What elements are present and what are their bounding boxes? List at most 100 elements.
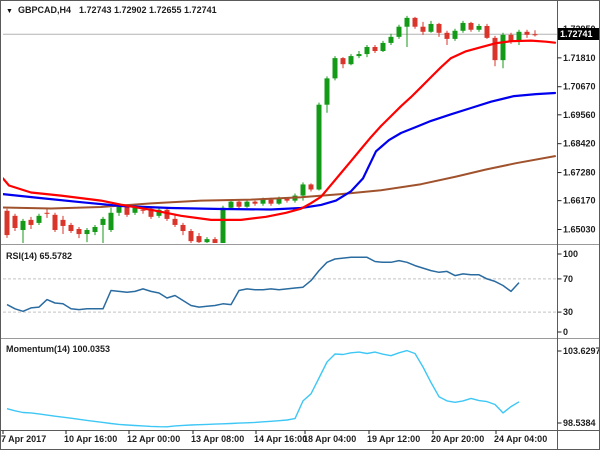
chart-title: ▼ GBPCAD,H4 1.72743 1.72902 1.72655 1.7274… — [6, 5, 217, 15]
candle-body — [500, 34, 506, 61]
candle-body — [124, 206, 130, 215]
candle-body — [388, 36, 394, 43]
momentum-axis-label: 103.6297 — [563, 346, 600, 356]
time-axis-label: 20 Apr 20:00 — [431, 434, 484, 444]
candle-body — [68, 224, 74, 232]
candle-body — [412, 17, 418, 27]
time-axis-label: 12 Apr 00:00 — [127, 434, 180, 444]
rsi-indicator-label: RSI(14) 65.5782 — [6, 251, 73, 261]
candle-body — [492, 37, 498, 61]
candle-body — [468, 22, 474, 30]
candle-body — [348, 56, 354, 65]
candle-body — [60, 219, 66, 226]
rsi-axis-label: 70 — [563, 274, 573, 284]
time-axis-label: 18 Apr 04:00 — [303, 434, 356, 444]
candle-body — [316, 104, 322, 190]
candle-body — [308, 184, 314, 190]
candle-body — [300, 184, 306, 196]
candle-body — [52, 214, 58, 231]
candle-body — [212, 239, 218, 243]
candle-body — [188, 231, 194, 242]
candle-body — [436, 23, 442, 33]
time-axis-label: 13 Apr 08:00 — [191, 434, 244, 444]
candle-body — [524, 31, 530, 35]
main-price-panel — [3, 15, 557, 243]
momentum-axis-label: 98.5384 — [563, 418, 596, 428]
candle-body — [132, 207, 138, 213]
candle-body — [260, 199, 266, 204]
candle-body — [92, 226, 98, 233]
candle-body — [428, 23, 434, 32]
time-axis-label: 19 Apr 12:00 — [367, 434, 420, 444]
candle-body — [36, 215, 42, 223]
candle-body — [244, 201, 250, 207]
candle-body — [172, 218, 178, 225]
candle-body — [164, 209, 170, 219]
momentum-indicator-label: Momentum(14) 100.0353 — [6, 344, 111, 354]
candle-body — [140, 209, 146, 211]
candle-body — [516, 31, 522, 42]
candle-body — [236, 201, 242, 207]
candle-body — [252, 201, 258, 204]
candle-body — [364, 46, 370, 55]
price-axis-label: 1.71810 — [563, 53, 596, 63]
candle-body — [204, 239, 210, 243]
candle-body — [404, 17, 410, 27]
candle-body — [84, 230, 90, 235]
candle-body — [108, 212, 114, 231]
candle-body — [380, 42, 386, 52]
symbol-timeframe: GBPCAD,H4 — [17, 5, 71, 15]
candle-body — [484, 25, 490, 38]
candle-body — [532, 34, 538, 36]
symbol-dropdown-icon[interactable]: ▼ — [6, 8, 13, 15]
price-axis-label: 1.68420 — [563, 139, 596, 149]
candle-body — [4, 210, 10, 236]
price-axis-label: 1.66170 — [563, 196, 596, 206]
candle-body — [180, 224, 186, 232]
candle-body — [476, 25, 482, 30]
price-axis-label: 1.70670 — [563, 82, 596, 92]
time-axis[interactable]: 7 Apr 2017 10 Apr 16:00 12 Apr 00:00 13 Apr… — [1, 430, 547, 445]
candle-body — [100, 218, 106, 225]
candle-body — [284, 198, 290, 201]
candle-body — [452, 30, 458, 39]
candles-layer — [4, 15, 538, 243]
candle-body — [372, 46, 378, 52]
candle-body — [332, 58, 338, 79]
rsi-axis-label: 100 — [563, 249, 578, 259]
candle-body — [508, 34, 514, 42]
time-axis-label: 14 Apr 16:00 — [254, 434, 307, 444]
candle-body — [340, 58, 346, 65]
current-price-badge: 1.72741 — [558, 28, 599, 40]
candle-body — [228, 201, 234, 208]
price-axis[interactable]: 1.729501.718101.706701.695601.684201.672… — [557, 24, 600, 428]
candle-body — [268, 199, 274, 204]
candle-body — [76, 228, 82, 235]
candle-body — [444, 32, 450, 39]
momentum-panel — [6, 349, 520, 428]
candle-body — [396, 26, 402, 37]
rsi-axis-label: 30 — [563, 307, 573, 317]
rsi-axis-label: 0 — [563, 327, 568, 337]
candle-body — [28, 219, 34, 225]
price-axis-label: 1.65030 — [563, 225, 596, 235]
ohlc-values: 1.72743 1.72902 1.72655 1.72741 — [78, 5, 217, 15]
candle-body — [44, 212, 50, 214]
rsi-line — [6, 256, 520, 313]
time-axis-label: 7 Apr 2017 — [1, 434, 46, 444]
price-axis-label: 1.69560 — [563, 110, 596, 120]
ma-mid-blue-line — [3, 91, 557, 211]
candle-body — [156, 209, 162, 216]
rsi-panel — [3, 256, 557, 313]
price-axis-label: 1.67280 — [563, 168, 596, 178]
candle-body — [12, 215, 18, 228]
momentum-line — [6, 349, 520, 428]
candle-body — [276, 198, 282, 204]
candle-body — [116, 206, 122, 213]
candle-body — [460, 22, 466, 31]
candle-body — [420, 26, 426, 32]
time-axis-label: 10 Apr 16:00 — [64, 434, 117, 444]
